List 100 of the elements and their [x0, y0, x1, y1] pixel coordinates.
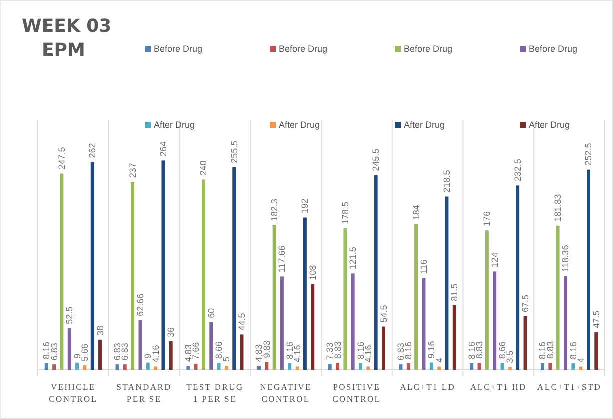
data-label: 255.5: [229, 140, 240, 164]
bar: [154, 366, 158, 370]
data-label: 116: [418, 260, 429, 274]
data-label: 182.3: [270, 198, 280, 222]
bar: [406, 364, 410, 370]
data-label: 247.5: [56, 147, 67, 170]
bar: [162, 160, 166, 370]
data-label: 121.5: [348, 247, 358, 270]
data-label: 8.16: [404, 342, 414, 360]
bar: [202, 180, 206, 370]
x-tick-label: POSITIVE CONTROL: [332, 382, 382, 404]
bar: [414, 224, 418, 370]
bar: [98, 340, 102, 370]
bar: [303, 218, 307, 370]
data-label: 6.83: [112, 343, 122, 361]
legend-label: Before Drug: [529, 44, 578, 54]
bar: [366, 366, 370, 370]
data-label: 9.16: [426, 341, 437, 359]
bar: [445, 196, 449, 370]
data-label: 178.5: [340, 202, 350, 224]
data-label: 8.16: [568, 342, 578, 360]
legend-label: Before Drug: [154, 44, 203, 54]
bar: [52, 364, 56, 370]
bar: [258, 366, 261, 370]
data-label: 6.83: [49, 343, 60, 361]
data-label: 4.16: [150, 345, 161, 363]
data-label: 124: [490, 252, 500, 268]
bar: [90, 162, 94, 370]
bar: [328, 364, 332, 370]
data-label: 9: [72, 354, 82, 359]
bar: [146, 362, 150, 370]
data-label: 44.5: [237, 313, 248, 331]
bar: [265, 362, 269, 370]
legend-label: After Drug: [404, 120, 446, 130]
data-label: 232.5: [512, 159, 523, 182]
data-label: 5.66: [80, 344, 90, 362]
bar: [374, 175, 378, 370]
data-label: 5: [222, 357, 232, 362]
bar: [572, 364, 576, 370]
data-label: 8.83: [474, 341, 485, 359]
data-label: 60: [206, 308, 216, 318]
data-label: 192: [300, 198, 310, 214]
bar: [516, 186, 520, 370]
legend-label: After Drug: [529, 120, 570, 130]
bar: [83, 366, 87, 370]
bar: [272, 225, 276, 370]
bar: [564, 276, 568, 370]
data-label: 67.5: [520, 294, 531, 312]
data-label: 7.33: [325, 342, 336, 360]
data-label: 118.36: [560, 245, 571, 272]
data-label: 4.16: [292, 345, 303, 363]
data-label: 62.66: [135, 294, 146, 316]
data-label: 4.83: [254, 344, 264, 362]
bar: [210, 322, 214, 370]
x-tick-label: ALC+T1+STD: [538, 382, 602, 392]
bar: [336, 363, 340, 370]
data-label: 6.83: [120, 343, 130, 361]
bar: [438, 366, 442, 370]
bar: [351, 274, 355, 370]
bar: [232, 167, 236, 370]
bar: [493, 272, 497, 370]
bar: [344, 228, 348, 370]
data-label: 237: [128, 163, 138, 178]
x-tick-label: NEGATIVE CONTROL: [260, 382, 312, 404]
data-label: 4: [434, 358, 444, 363]
bar: [359, 364, 362, 370]
data-label: 8.16: [466, 342, 477, 360]
data-label: 47.5: [591, 310, 602, 328]
bar: [311, 284, 315, 370]
data-label: 8.16: [538, 342, 548, 360]
data-label: 36: [166, 327, 176, 338]
data-label: 252.5: [584, 143, 594, 166]
bar: [478, 363, 482, 370]
data-label: 218.5: [442, 170, 452, 193]
data-label: 8.16: [356, 342, 366, 360]
data-label: 4.83: [183, 344, 194, 362]
x-tick-label: ALC+T1 HD: [470, 382, 527, 392]
bar: [224, 366, 228, 370]
data-label: 54.5: [378, 305, 389, 323]
bar: [68, 328, 72, 370]
bar: [556, 226, 560, 370]
data-label: 52.5: [64, 306, 75, 324]
bar: [194, 364, 198, 370]
bar: [452, 305, 456, 370]
bar: [508, 367, 512, 370]
bar: [76, 362, 79, 370]
data-label: 9.83: [262, 340, 272, 358]
x-tick-label: VEHICLE CONTROL: [49, 382, 98, 404]
chart-title: WEEK 03 EPM: [22, 16, 112, 61]
bar: [594, 332, 598, 370]
data-label: 38: [95, 326, 106, 336]
data-label: 117.66: [277, 246, 288, 273]
bar: [131, 182, 135, 370]
bar: [44, 364, 48, 370]
data-label: 4.16: [363, 345, 374, 363]
bar: [541, 364, 544, 370]
bar: [296, 366, 300, 370]
bar: [382, 326, 386, 370]
data-label: 264: [158, 142, 168, 157]
bar: [485, 230, 489, 370]
